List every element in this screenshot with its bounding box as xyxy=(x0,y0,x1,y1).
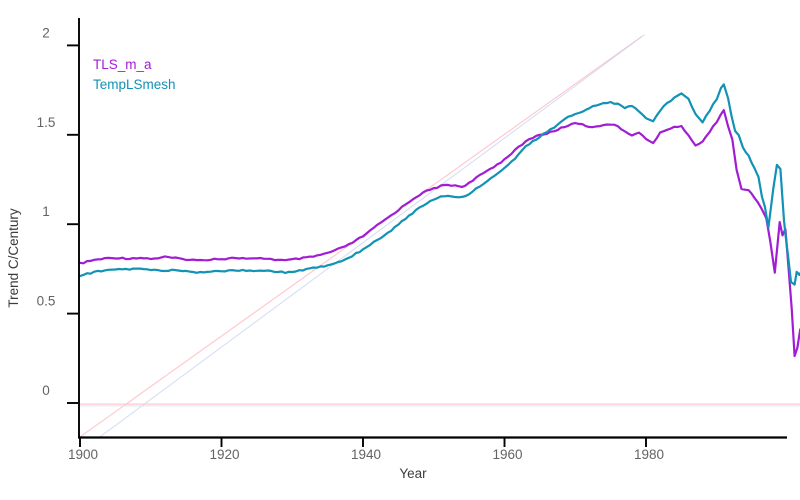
blue-diagonal-trend xyxy=(99,34,645,438)
x-tick-label: 1960 xyxy=(492,447,522,462)
series-line-templsmesh xyxy=(78,83,800,286)
x-tick-label: 1900 xyxy=(68,447,98,462)
x-axis-title: Year xyxy=(399,466,427,481)
reference-lines-layer xyxy=(79,34,800,438)
y-tick-label: 1 xyxy=(42,204,50,219)
axes-layer: 0 0.5 1 1.5 2 1900 1920 1940 1960 1980 xyxy=(37,18,787,462)
y-tick-label: 2 xyxy=(42,25,50,40)
x-tick-label: 1940 xyxy=(351,447,381,462)
y-tick-label: 0.5 xyxy=(37,294,56,309)
legend-label-templsmesh: TempLSmesh xyxy=(93,77,176,92)
y-axis-title: Trend C/Century xyxy=(6,208,21,308)
legend-label-tls-m-a: TLS_m_a xyxy=(93,57,152,72)
series-lines-layer xyxy=(78,83,800,358)
x-tick-label: 1920 xyxy=(209,447,239,462)
x-tick-label: 1980 xyxy=(634,447,664,462)
y-tick-label: 0 xyxy=(42,383,50,398)
y-tick-label: 1.5 xyxy=(37,115,56,130)
series-line-tls_m_a xyxy=(78,109,800,358)
